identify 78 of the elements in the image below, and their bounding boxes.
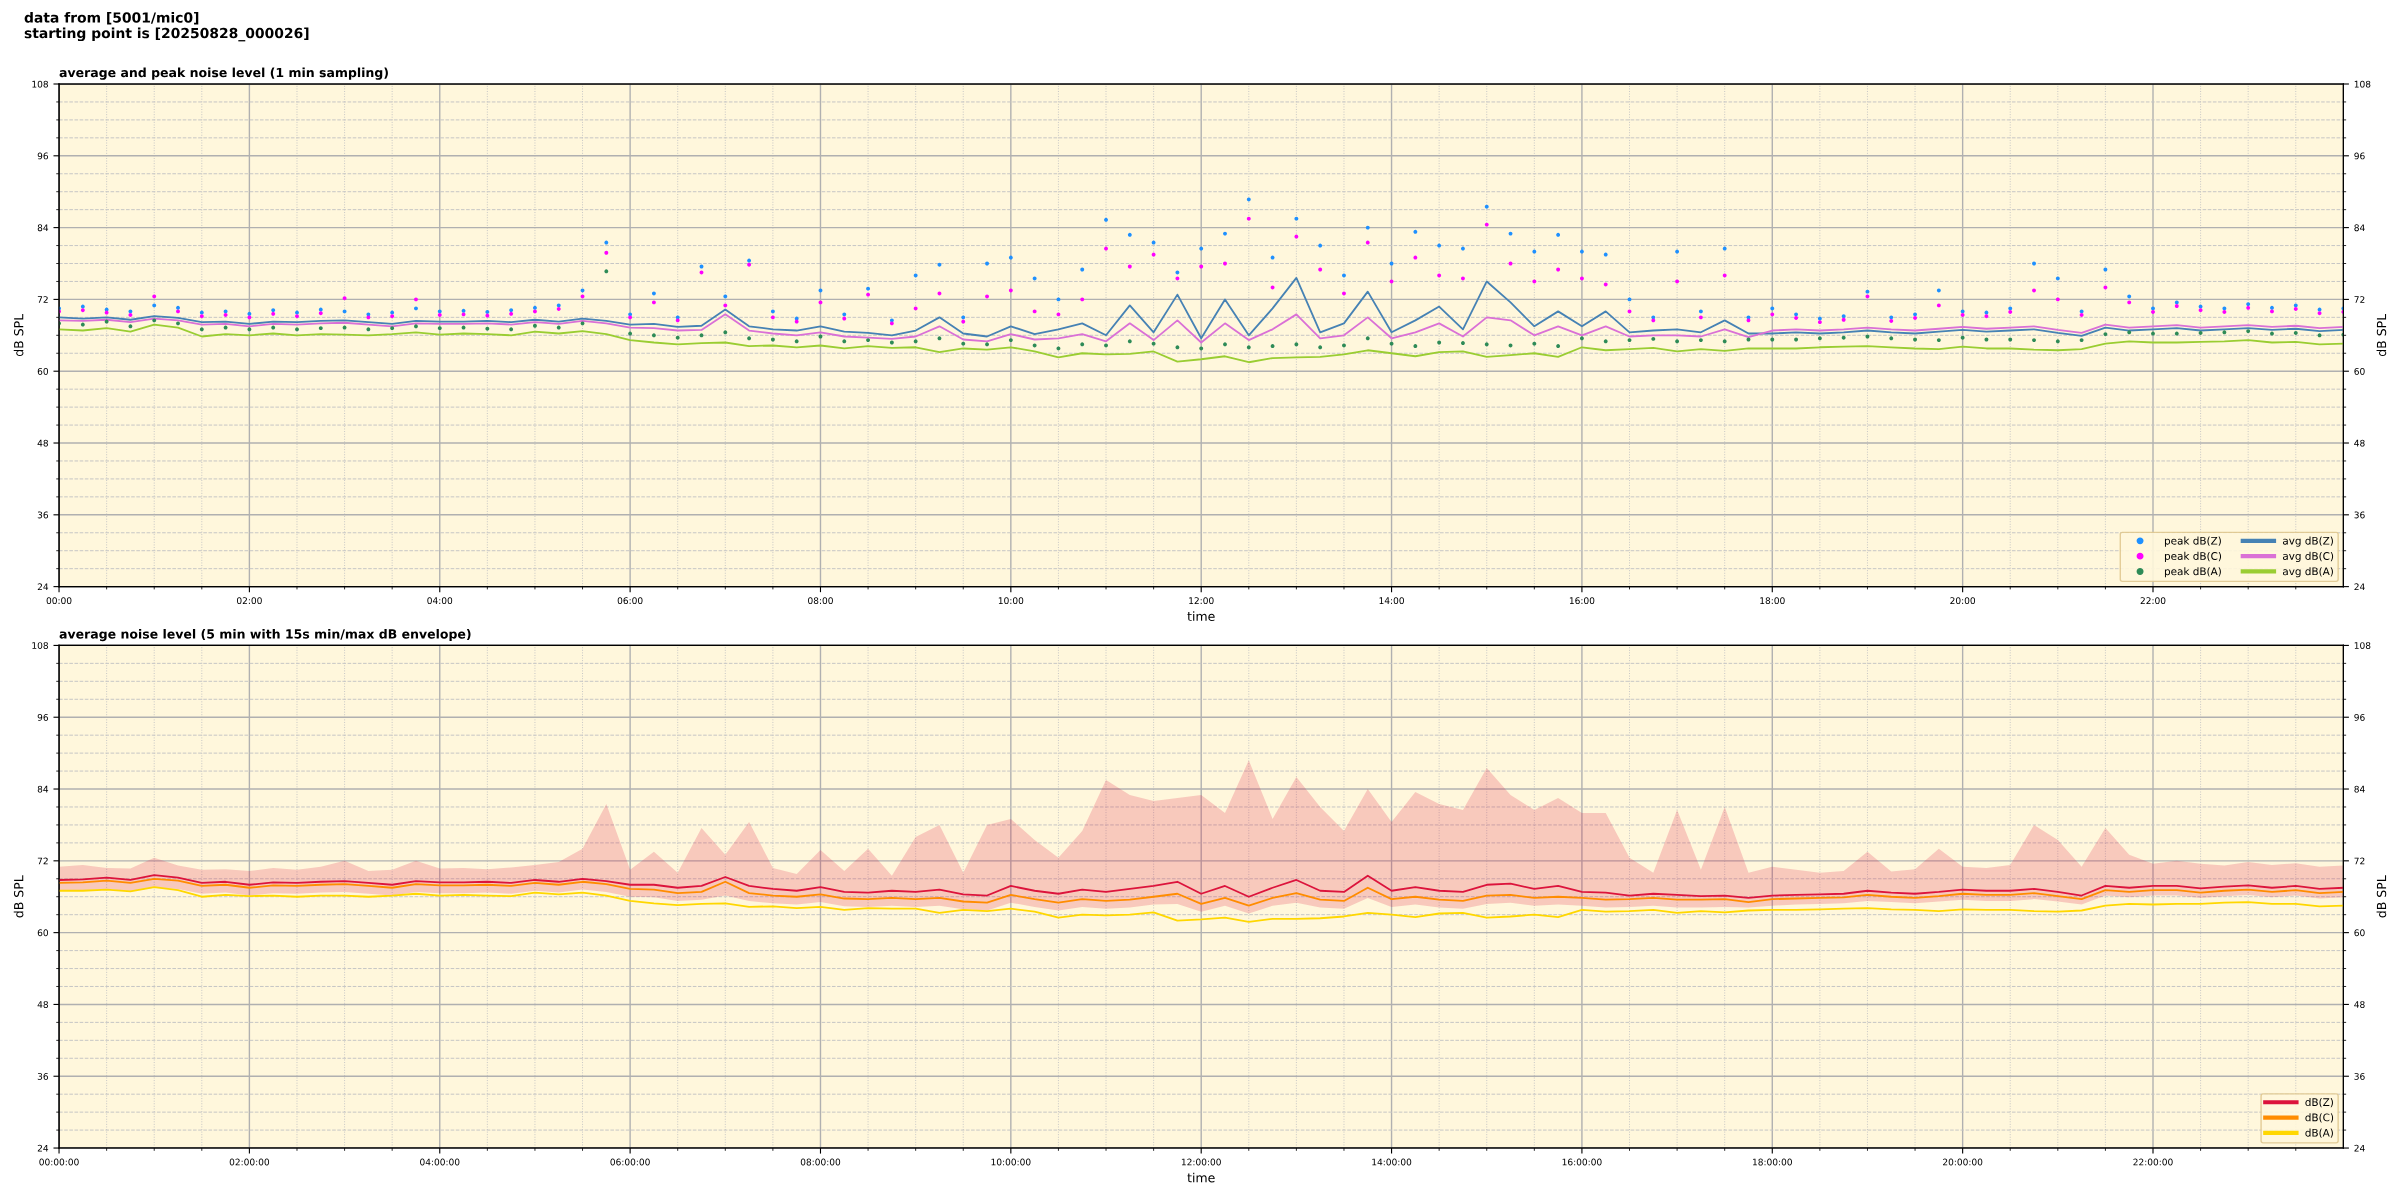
x-tick-label: 20:00:00 (1943, 1158, 1983, 1166)
legend-label: peak dB(C) (2164, 551, 2222, 562)
y-tick-label: 60 (37, 929, 49, 937)
y2-tick-label: 108 (2354, 642, 2371, 649)
line-series (59, 877, 2344, 907)
y2-tick-label: 48 (2354, 1001, 2365, 1008)
y-tick-label: 60 (37, 367, 49, 375)
y-tick-label: 84 (37, 224, 49, 232)
x-tick-label: 14:00 (1379, 597, 1404, 605)
y2-tick-label: 84 (2354, 785, 2365, 793)
chart-title: average noise level (5 min with 15s min/max dB envelope) (59, 628, 471, 642)
legend-label: dB(A) (2305, 1128, 2333, 1138)
x-tick-label: 02:00 (236, 597, 262, 605)
text: data from [5001/mic0] starting point is [20250828_000026] (24, 12, 309, 42)
x-tick-label: 12:00 (1189, 597, 1214, 605)
y-tick-label: 24 (37, 583, 49, 591)
y-tick-label: 48 (37, 1001, 49, 1008)
x-tick-label: 16:00:00 (1562, 1158, 1602, 1166)
line-series (59, 874, 2344, 899)
x-tick-label: 08:00 (808, 597, 833, 605)
x-axis-title: time (1187, 1172, 1215, 1183)
y2-tick-label: 96 (2354, 152, 2365, 160)
chart-title: average and peak noise level (1 min sampling) (59, 67, 388, 80)
y-tick-label: 48 (37, 439, 49, 447)
x-tick-label: 00:00:00 (39, 1158, 79, 1166)
y2-tick-label: 36 (2354, 1072, 2365, 1080)
y2-tick-label: 60 (2354, 929, 2365, 937)
y2-tick-label: 72 (2354, 857, 2365, 865)
legend-label: avg dB(A) (2282, 567, 2333, 578)
legend-label: dB(C) (2305, 1113, 2334, 1123)
legend-label: avg dB(Z) (2282, 536, 2333, 547)
y2-tick-label: 24 (2354, 583, 2365, 591)
legend-label: dB(Z) (2305, 1098, 2333, 1108)
y2-axis-title: dB SPL (2376, 875, 2387, 918)
y-tick-label: 72 (37, 857, 48, 865)
x-tick-label: 14:00:00 (1372, 1158, 1412, 1166)
y2-tick-label: 84 (2354, 224, 2365, 232)
x-tick-label: 20:00 (1950, 597, 1976, 605)
x-tick-label: 00:00 (46, 597, 72, 605)
x-tick-label: 08:00:00 (800, 1158, 841, 1166)
y-tick-label: 108 (32, 80, 49, 88)
x-tick-label: 04:00 (427, 597, 453, 605)
y-tick-label: 96 (37, 152, 49, 160)
x-tick-label: 10:00 (998, 597, 1024, 605)
x-tick-label: 22:00 (2140, 597, 2166, 605)
x-tick-label: 18:00 (1760, 597, 1785, 605)
y-tick-label: 108 (32, 642, 49, 649)
x-tick-label: 22:00:00 (2133, 1158, 2173, 1166)
legend-label: peak dB(A) (2164, 567, 2221, 578)
x-tick-label: 12:00:00 (1181, 1158, 1221, 1166)
x-tick-label: 06:00 (617, 597, 643, 605)
x-tick-label: 16:00 (1569, 597, 1595, 605)
y2-tick-label: 48 (2354, 439, 2365, 447)
legend-label: peak dB(Z) (2164, 536, 2221, 547)
y-tick-label: 96 (37, 713, 49, 721)
y2-axis-title: dB SPL (2376, 313, 2387, 357)
x-tick-label: 06:00:00 (610, 1158, 650, 1166)
x-tick-label: 04:00:00 (420, 1158, 460, 1166)
line-series (59, 886, 2344, 923)
y2-tick-label: 72 (2354, 296, 2365, 303)
y2-tick-label: 24 (2354, 1144, 2365, 1152)
y-axis-title: dB SPL (13, 313, 24, 357)
x-axis-title: time (1187, 611, 1215, 622)
y-tick-label: 24 (37, 1144, 49, 1152)
y-tick-label: 36 (37, 1072, 49, 1080)
y2-tick-label: 36 (2354, 511, 2365, 519)
line-series (59, 276, 2344, 340)
y-tick-label: 72 (37, 296, 48, 303)
legend-label: avg dB(C) (2282, 551, 2334, 562)
y2-tick-label: 96 (2354, 713, 2365, 721)
x-tick-label: 18:00:00 (1753, 1158, 1792, 1166)
y2-tick-label: 60 (2354, 367, 2365, 375)
y2-tick-label: 108 (2354, 80, 2371, 88)
y-axis-title: dB SPL (13, 875, 24, 918)
x-tick-label: 02:00:00 (229, 1158, 270, 1166)
x-tick-label: 10:00:00 (991, 1158, 1031, 1166)
y-tick-label: 84 (37, 785, 49, 793)
y-tick-label: 36 (37, 511, 49, 519)
